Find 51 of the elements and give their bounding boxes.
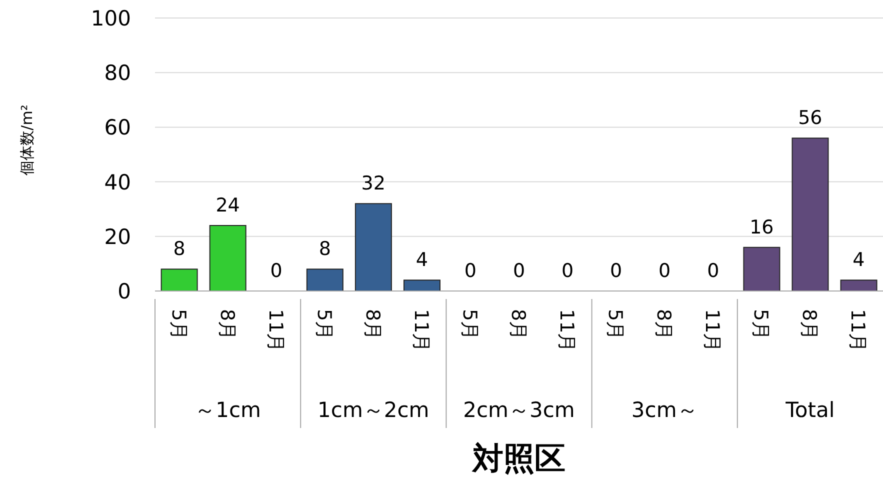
data-label: 4 [852, 249, 865, 272]
text: 2cm～3cm [463, 398, 575, 422]
x-tick-label: 8月 [652, 309, 675, 340]
bar [403, 280, 440, 291]
data-label: 24 [216, 194, 240, 216]
x-tick-label: 11月 [556, 309, 578, 352]
x-tick-label: 8月 [798, 309, 820, 340]
x-tick-label: 11月 [701, 309, 724, 352]
data-label: 0 [658, 260, 671, 282]
x-tick-label: 11月 [264, 309, 286, 352]
x-tick-label: 8月 [507, 309, 529, 340]
bar [743, 246, 780, 291]
x-tick-label: 5月 [167, 309, 190, 340]
y-tick-label: 0 [118, 279, 131, 304]
bar [792, 138, 829, 291]
bar [306, 268, 344, 291]
y-tick-label: 100 [90, 6, 131, 30]
bar [840, 280, 878, 291]
x-tick-label: 5月 [750, 309, 772, 340]
y-tick-label: 20 [104, 224, 131, 249]
data-label: 32 [361, 172, 386, 195]
bar [354, 203, 392, 291]
y-tick-label: 60 [104, 116, 131, 140]
data-label: 0 [512, 260, 526, 282]
x-tick-label: 5月 [458, 309, 480, 340]
text: 3cm～ [631, 398, 698, 422]
text: Total [784, 398, 835, 422]
y-tick-label: 40 [104, 170, 131, 194]
y-axis-title: 個体数/m² [18, 104, 36, 176]
data-label: 0 [270, 260, 282, 282]
y-tick-label: 80 [104, 61, 131, 86]
bar [160, 268, 198, 291]
x-tick-label: 11月 [846, 309, 869, 352]
data-label: 0 [707, 260, 720, 282]
x-axis-title: 対照区 [470, 440, 566, 477]
text: 1cm～2cm [318, 398, 430, 422]
data-label: 56 [798, 107, 822, 130]
x-tick-label: 5月 [604, 309, 626, 340]
data-label: 4 [416, 249, 428, 272]
data-label: 0 [464, 260, 477, 282]
x-tick-label: 8月 [216, 309, 238, 340]
x-tick-label: 5月 [312, 309, 335, 340]
data-label: 16 [750, 216, 774, 238]
x-tick-label: 11月 [410, 309, 432, 352]
x-tick-label: 8月 [361, 309, 384, 340]
data-label: 8 [173, 238, 186, 260]
text: ～1cm [194, 398, 261, 422]
data-label: 0 [561, 260, 574, 282]
data-label: 8 [318, 238, 331, 260]
data-label: 0 [610, 260, 622, 282]
bar [209, 224, 246, 291]
